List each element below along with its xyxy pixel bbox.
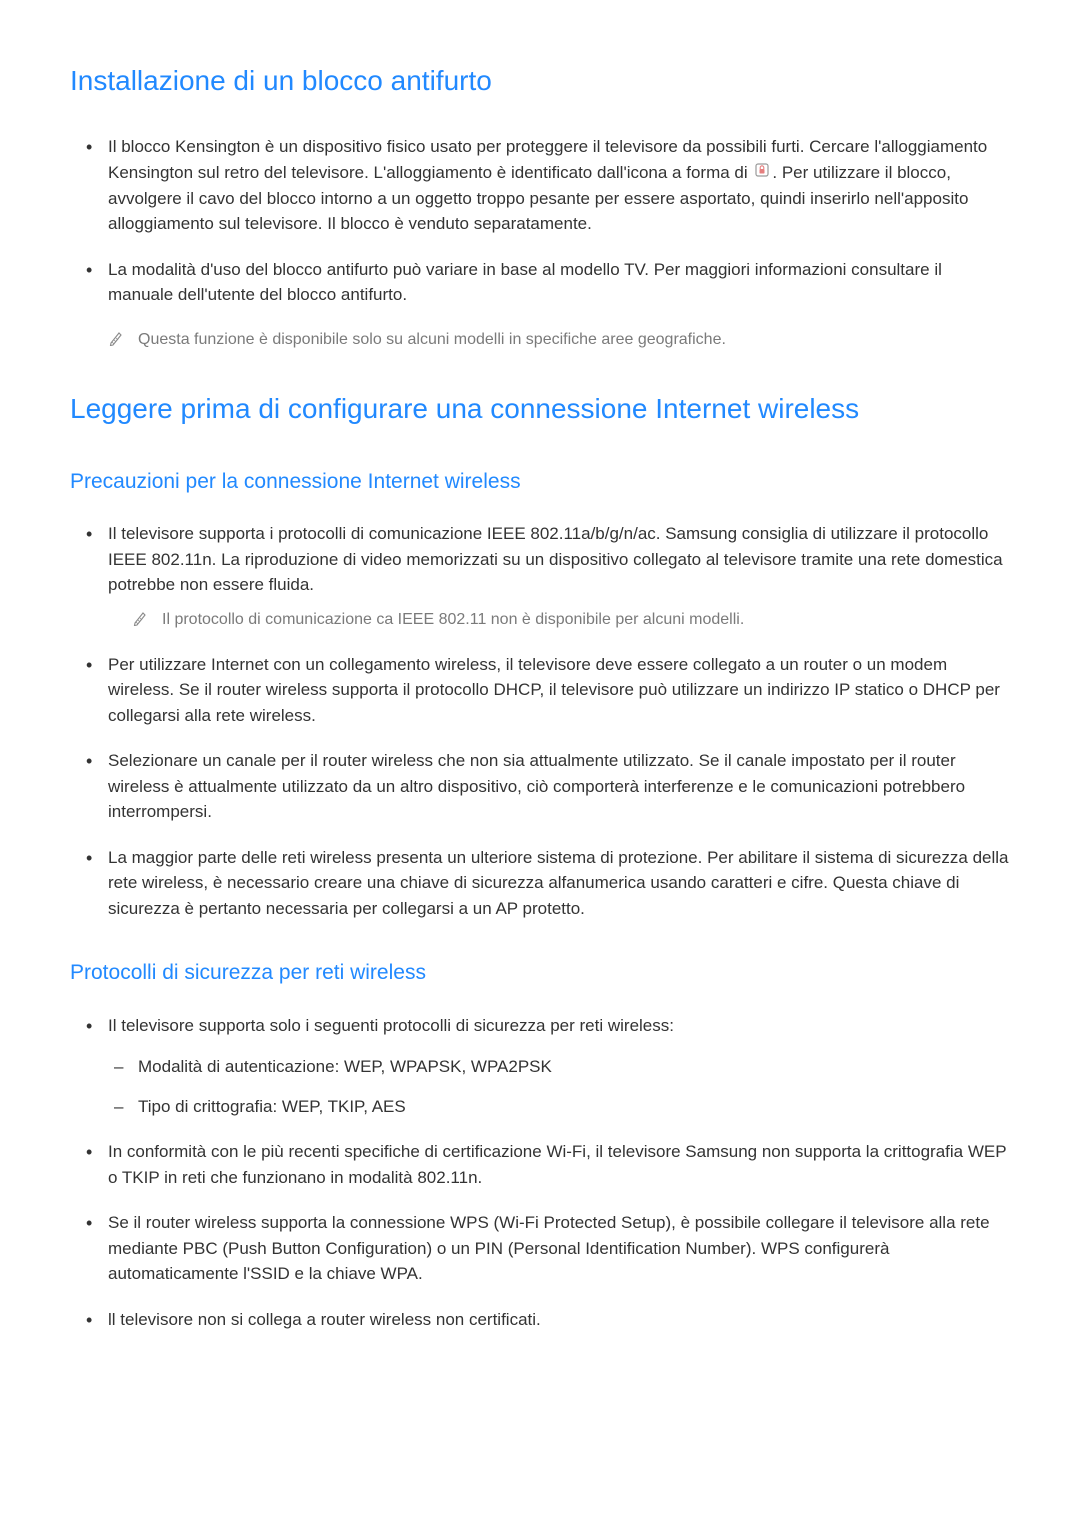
bullet-list: Il televisore supporta i protocolli di c… [70,521,1010,921]
pencil-icon [132,608,148,628]
bullet-text: La maggior parte delle reti wireless pre… [108,848,1009,918]
note-text: Questa funzione è disponibile solo su al… [138,328,726,352]
list-item: Per utilizzare Internet con un collegame… [108,652,1010,729]
bullet-text: In conformità con le più recenti specifi… [108,1142,1006,1187]
bullet-text: Per utilizzare Internet con un collegame… [108,655,1000,725]
list-item: La modalità d'uso del blocco antifurto p… [108,257,1010,308]
bullet-text: La modalità d'uso del blocco antifurto p… [108,260,942,305]
subsection-title: Protocolli di sicurezza per reti wireles… [70,957,1010,989]
list-item: Selezionare un canale per il router wire… [108,748,1010,825]
section-antitheft: Installazione di un blocco antifurto Il … [70,60,1010,352]
bullet-text: Selezionare un canale per il router wire… [108,751,965,821]
note-text: Il protocollo di comunicazione ca IEEE 8… [162,608,744,632]
bullet-list: Il blocco Kensington è un dispositivo fi… [70,134,1010,308]
list-item: Se il router wireless supporta la connes… [108,1210,1010,1287]
list-item: Il televisore supporta solo i seguenti p… [108,1013,1010,1120]
lock-icon [754,160,770,186]
bullet-text: Il televisore supporta solo i seguenti p… [108,1016,674,1035]
bullet-text: ll televisore non si collega a router wi… [108,1310,541,1329]
bullet-text: Il televisore supporta i protocolli di c… [108,524,1003,594]
note: Il protocollo di comunicazione ca IEEE 8… [132,608,1010,632]
section-title: Leggere prima di configurare una conness… [70,388,1010,430]
dash-list: Modalità di autenticazione: WEP, WPAPSK,… [108,1054,1010,1119]
pencil-icon [108,328,124,348]
note: Questa funzione è disponibile solo su al… [108,328,1010,352]
section-wireless: Leggere prima di configurare una conness… [70,388,1010,1333]
section-title: Installazione di un blocco antifurto [70,60,1010,102]
list-item: ll televisore non si collega a router wi… [108,1307,1010,1333]
bullet-list: Il televisore supporta solo i seguenti p… [70,1013,1010,1333]
bullet-text: Se il router wireless supporta la connes… [108,1213,990,1283]
sublist-item: Tipo di crittografia: WEP, TKIP, AES [138,1094,1010,1120]
list-item: La maggior parte delle reti wireless pre… [108,845,1010,922]
sublist-item: Modalità di autenticazione: WEP, WPAPSK,… [138,1054,1010,1080]
subsection-title: Precauzioni per la connessione Internet … [70,466,1010,498]
list-item: Il blocco Kensington è un dispositivo fi… [108,134,1010,237]
list-item: Il televisore supporta i protocolli di c… [108,521,1010,632]
list-item: In conformità con le più recenti specifi… [108,1139,1010,1190]
